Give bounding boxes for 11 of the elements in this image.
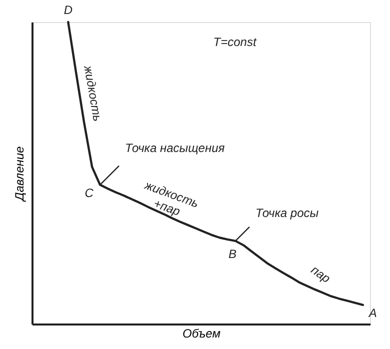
text: A [368,306,377,320]
annotation: пар [308,262,334,286]
text: D [64,3,73,17]
annotation: жидкость [80,64,105,122]
annotation: B [228,246,236,261]
y-axis-title: Давление [12,146,26,203]
annotation: C [84,186,94,200]
annotation: Точка росы [255,206,319,220]
x-axis-title: Объем [182,326,220,340]
annotation: T=const [213,35,257,49]
annotation: Точка насыщения [125,140,226,155]
